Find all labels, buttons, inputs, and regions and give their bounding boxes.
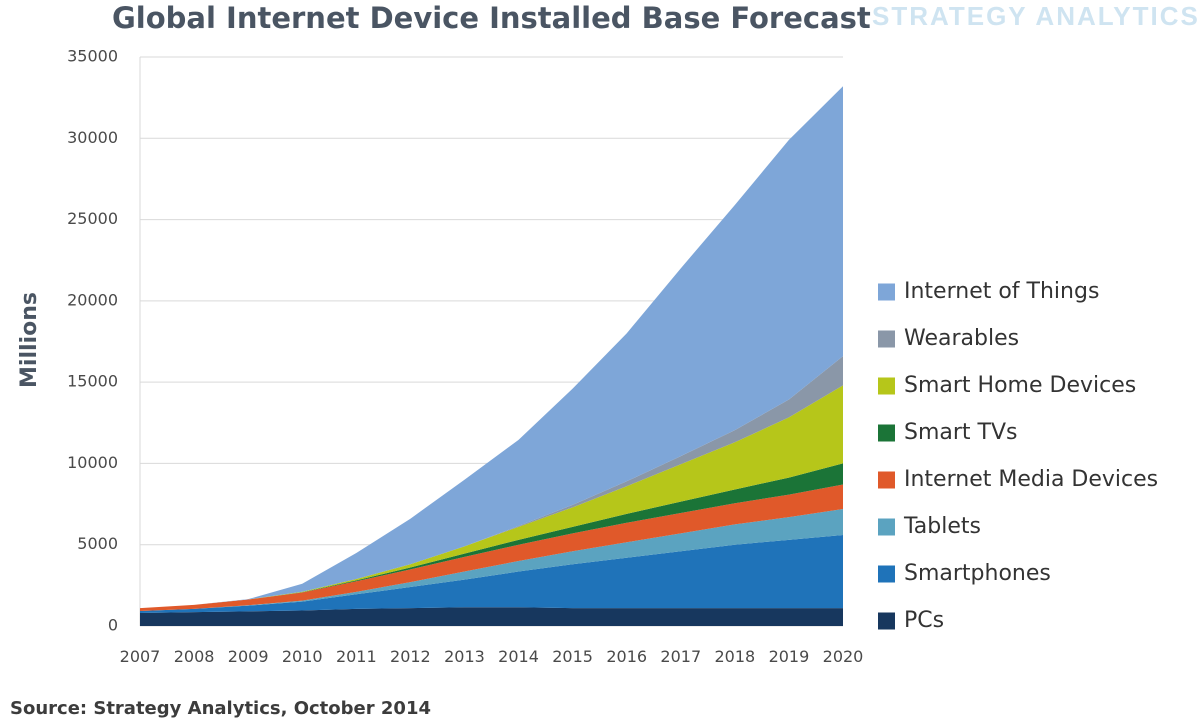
gridlines [139,56,843,627]
x-tick-label: 2008 [174,647,215,666]
x-tick-label: 2012 [390,647,431,666]
legend-label: Smart TVs [904,420,1018,445]
x-tick-label: 2016 [606,647,647,666]
legend-label: Smartphones [904,561,1051,586]
x-tick-label: 2017 [660,647,701,666]
legend-item-internet-media-devices: Internet Media Devices [878,467,1158,492]
y-tick-label: 15000 [67,372,118,391]
x-tick-label: 2009 [228,647,269,666]
y-tick-label: 5000 [77,534,118,553]
y-tick-label: 25000 [67,209,118,228]
legend-item-smart-home-devices: Smart Home Devices [878,373,1136,398]
x-tick-label: 2020 [823,647,864,666]
legend-swatch [878,283,895,301]
legend-swatch [878,471,895,489]
legend-item-smartphones: Smartphones [878,561,1051,586]
x-tick-label: 2013 [444,647,485,666]
x-tick-label: 2018 [714,647,755,666]
legend-swatch [878,612,895,630]
y-tick-label: 0 [108,616,118,635]
source-note: Source: Strategy Analytics, October 2014 [10,698,431,719]
legend-label: Internet Media Devices [904,467,1158,492]
area-series [140,86,843,626]
legend-swatch [878,565,895,583]
area-internet-media-devices [140,484,843,612]
x-axis-ticks: 2007 2008 2009 2010 2011 2012 2013 2014 2015 2016… [120,647,864,666]
x-tick-label: 2010 [282,647,323,666]
watermark-text: STRATEGY ANALYTICS [872,1,1200,31]
x-tick-label: 2015 [552,647,593,666]
y-tick-label: 10000 [67,453,118,472]
x-tick-label: 2011 [336,647,377,666]
legend-swatch [878,424,895,442]
legend-label: Tablets [903,514,981,539]
legend-item-pcs: PCs [878,608,944,633]
legend-item-internet-of-things: Internet of Things [878,279,1099,304]
y-axis-ticks: 0 5000 10000 15000 20000 25000 30000 35000 [67,47,118,635]
chart-title: Global Internet Device Installed Base Fo… [112,1,871,35]
area-pcs [140,607,843,626]
legend-swatch [878,377,895,395]
area-smartphones [140,534,843,613]
y-tick-label: 30000 [67,128,118,147]
x-tick-label: 2019 [769,647,810,666]
y-tick-label: 20000 [67,290,118,309]
legend-swatch [878,330,895,348]
legend-label: PCs [904,608,944,633]
x-tick-label: 2007 [120,647,161,666]
legend-label: Internet of Things [904,279,1099,304]
area-internet-of-things [140,86,843,609]
legend-item-wearables: Wearables [878,326,1019,351]
legend-item-tablets: Tablets [878,514,981,539]
y-axis-title: Millions [17,292,42,388]
legend-swatch [878,518,895,536]
legend-label: Smart Home Devices [904,373,1136,398]
y-tick-label: 35000 [67,47,118,66]
legend-item-smart-tvs: Smart TVs [878,420,1018,445]
legend-label: Wearables [904,326,1019,351]
legend: Internet of Things Wearables Smart Home De… [878,279,1158,633]
x-tick-label: 2014 [498,647,539,666]
